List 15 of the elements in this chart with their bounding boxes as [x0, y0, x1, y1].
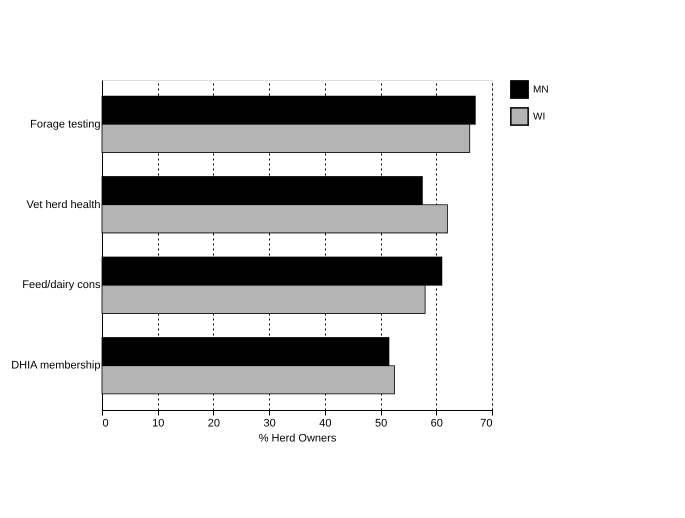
x-axis-title: % Herd Owners [258, 432, 337, 444]
x-tick-label: 30 [264, 418, 276, 430]
x-tick-label: 20 [208, 418, 220, 430]
legend-label: WI [533, 112, 546, 122]
y-tick-label: DHIA membership [11, 360, 100, 372]
legend-label: MN [533, 84, 549, 96]
y-tick-label: Vet herd health [26, 198, 100, 211]
y-tick-label: Feed/dairy cons [22, 279, 101, 292]
x-tick-label: 50 [374, 418, 388, 430]
x-tick-label: 10 [152, 418, 164, 430]
x-tick-label: 70 [480, 418, 492, 430]
x-tick-label: 40 [319, 418, 332, 430]
x-tick-label: 60 [430, 418, 443, 430]
x-tick-label: 0 [102, 418, 109, 430]
y-tick-label: Forage testing [30, 118, 100, 130]
